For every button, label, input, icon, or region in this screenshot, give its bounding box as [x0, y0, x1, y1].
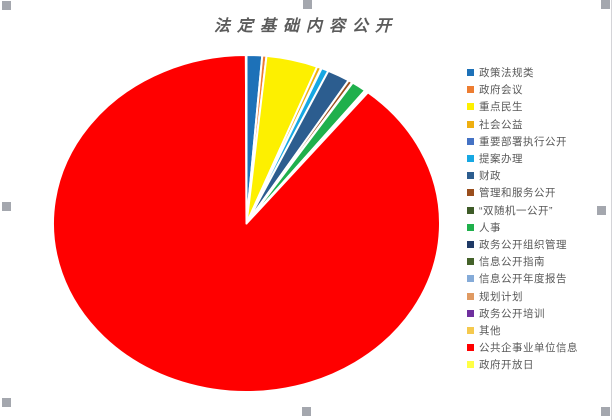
legend-item[interactable]: 政府会议	[467, 81, 578, 98]
selection-handle-left-middle[interactable]	[2, 202, 11, 211]
legend-swatch	[467, 258, 474, 266]
selection-handle-bottom-right[interactable]	[601, 407, 610, 416]
legend-item[interactable]: 重点民生	[467, 98, 578, 115]
legend-label: 人事	[479, 221, 501, 234]
legend-item[interactable]: 规划计划	[467, 287, 578, 304]
legend-swatch	[467, 137, 474, 145]
legend-item[interactable]: 财政	[467, 167, 578, 184]
legend-swatch	[467, 120, 474, 128]
selection-handle-top-right[interactable]	[601, 0, 610, 9]
legend-label: 政务公开组织管理	[479, 238, 567, 251]
pie-slice-17[interactable]	[244, 53, 248, 225]
legend-swatch	[467, 189, 474, 197]
legend-item[interactable]: 政务公开培训	[467, 305, 578, 322]
legend-label: 财政	[479, 170, 501, 183]
legend-swatch	[467, 326, 474, 334]
legend-item[interactable]: “双随机一公开”	[467, 202, 578, 219]
legend-item[interactable]: 重要部署执行公开	[467, 133, 578, 150]
page-title: 法定基础内容公开	[213, 16, 398, 35]
legend-label: 政策法规类	[479, 67, 534, 80]
selection-handle-bottom-middle[interactable]	[302, 407, 311, 416]
legend-item[interactable]: 政务公开组织管理	[467, 236, 578, 253]
selection-handle-top-left[interactable]	[2, 1, 11, 10]
legend-swatch	[467, 172, 474, 180]
legend-label: 规划计划	[479, 290, 523, 303]
legend-swatch	[467, 223, 474, 231]
legend-swatch	[467, 344, 474, 352]
legend-label: 重要部署执行公开	[479, 135, 567, 148]
legend-label: 管理和服务公开	[479, 187, 556, 200]
legend-label: 政府会议	[479, 84, 523, 97]
pie-slice-16[interactable]	[52, 54, 441, 393]
legend-label: 其他	[479, 324, 501, 337]
legend-item[interactable]: 政策法规类	[467, 64, 578, 81]
legend: 政策法规类 政府会议 重点民生 社会公益 重要部署执行公开 提案办理 财政 管理…	[467, 64, 578, 373]
legend-swatch	[467, 275, 474, 283]
legend-swatch	[467, 155, 474, 163]
selection-handle-top-middle[interactable]	[303, 0, 312, 9]
legend-label: 公共企事业单位信息	[479, 342, 578, 355]
legend-item[interactable]: 信息公开年度报告	[467, 270, 578, 287]
legend-label: 重点民生	[479, 101, 523, 114]
legend-label: 提案办理	[479, 153, 523, 166]
legend-label: 信息公开指南	[479, 256, 545, 269]
legend-swatch	[467, 69, 474, 77]
legend-item[interactable]: 提案办理	[467, 150, 578, 167]
legend-label: 政府开放日	[479, 359, 534, 372]
legend-item[interactable]: 信息公开指南	[467, 253, 578, 270]
legend-item[interactable]: 管理和服务公开	[467, 184, 578, 201]
legend-swatch	[467, 86, 474, 94]
legend-label: 社会公益	[479, 118, 523, 131]
legend-item[interactable]: 社会公益	[467, 116, 578, 133]
legend-item[interactable]: 其他	[467, 322, 578, 339]
legend-item[interactable]: 公共企事业单位信息	[467, 339, 578, 356]
legend-label: 信息公开年度报告	[479, 273, 567, 286]
legend-swatch	[467, 309, 474, 317]
legend-swatch	[467, 240, 474, 248]
legend-swatch	[467, 103, 474, 111]
legend-item[interactable]: 政府开放日	[467, 356, 578, 373]
legend-label: 政务公开培训	[479, 307, 545, 320]
legend-swatch	[467, 361, 474, 369]
legend-swatch	[467, 292, 474, 300]
legend-label: “双随机一公开”	[479, 204, 553, 217]
legend-item[interactable]: 人事	[467, 219, 578, 236]
selection-handle-right-middle[interactable]	[597, 206, 606, 215]
legend-swatch	[467, 206, 474, 214]
selection-handle-bottom-left[interactable]	[2, 398, 11, 407]
